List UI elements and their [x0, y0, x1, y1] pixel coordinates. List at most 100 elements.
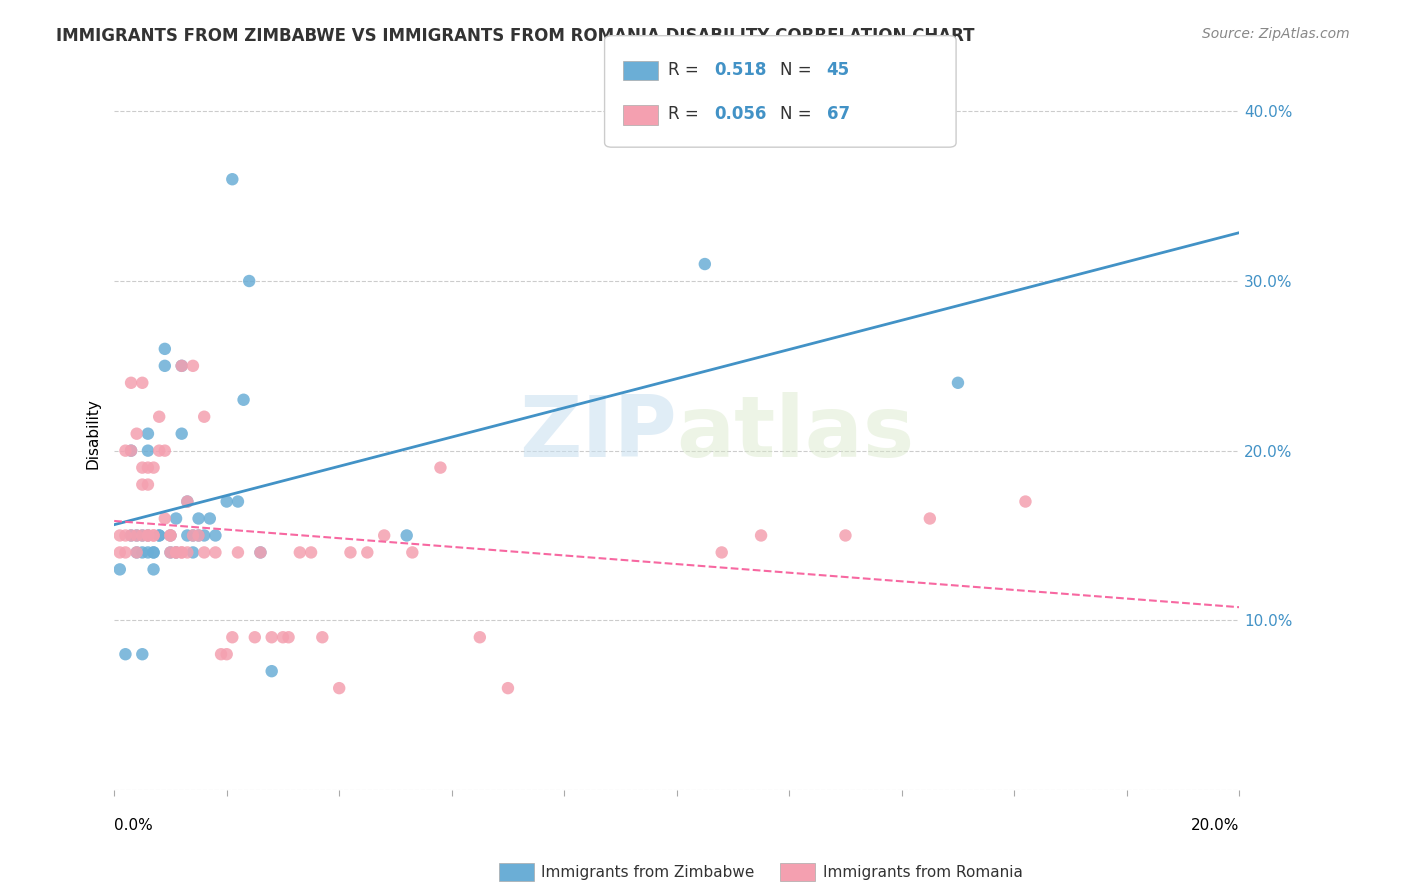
Point — [339, 545, 361, 559]
Point — [198, 511, 221, 525]
Point — [153, 443, 176, 458]
Point — [125, 528, 148, 542]
Point — [125, 528, 148, 542]
Point — [131, 545, 153, 559]
Y-axis label: Disability: Disability — [86, 398, 100, 469]
Point — [181, 359, 204, 373]
Point — [120, 443, 142, 458]
Point — [243, 630, 266, 644]
Point — [288, 545, 311, 559]
Point — [170, 545, 193, 559]
Point — [114, 647, 136, 661]
Point — [131, 477, 153, 491]
Text: 20.0%: 20.0% — [1191, 819, 1239, 833]
Point — [176, 528, 198, 542]
Point — [108, 528, 131, 542]
Point — [232, 392, 254, 407]
Text: atlas: atlas — [676, 392, 915, 475]
Point — [131, 528, 153, 542]
Point — [176, 494, 198, 508]
Point — [159, 528, 181, 542]
Point — [749, 528, 772, 542]
Point — [165, 545, 187, 559]
Point — [834, 528, 856, 542]
Point — [215, 647, 238, 661]
Point — [311, 630, 333, 644]
Point — [221, 172, 243, 186]
Text: N =: N = — [780, 62, 817, 79]
Point — [187, 511, 209, 525]
Text: 45: 45 — [827, 62, 849, 79]
Point — [170, 426, 193, 441]
Point — [176, 494, 198, 508]
Point — [187, 528, 209, 542]
Text: 67: 67 — [827, 105, 849, 123]
Point — [249, 545, 271, 559]
Point — [142, 545, 165, 559]
Point — [249, 545, 271, 559]
Point — [204, 545, 226, 559]
Point — [193, 545, 215, 559]
Point — [226, 545, 249, 559]
Point — [170, 545, 193, 559]
Point — [131, 376, 153, 390]
Point — [136, 426, 159, 441]
Point — [170, 359, 193, 373]
Point — [238, 274, 260, 288]
Point — [401, 545, 423, 559]
Point — [204, 528, 226, 542]
Point — [136, 528, 159, 542]
Point — [918, 511, 941, 525]
Point — [120, 376, 142, 390]
Point — [710, 545, 733, 559]
Point — [181, 528, 204, 542]
Point — [120, 443, 142, 458]
Text: 0.0%: 0.0% — [114, 819, 153, 833]
Point — [176, 545, 198, 559]
Point — [153, 359, 176, 373]
Point — [193, 528, 215, 542]
Point — [209, 647, 232, 661]
Point — [114, 528, 136, 542]
Text: 0.056: 0.056 — [714, 105, 766, 123]
Point — [328, 681, 350, 695]
Text: N =: N = — [780, 105, 817, 123]
Text: Source: ZipAtlas.com: Source: ZipAtlas.com — [1202, 27, 1350, 41]
Point — [142, 528, 165, 542]
Point — [136, 443, 159, 458]
Text: R =: R = — [668, 105, 704, 123]
Point — [142, 562, 165, 576]
Point — [131, 647, 153, 661]
Point — [693, 257, 716, 271]
Point — [356, 545, 378, 559]
Point — [136, 477, 159, 491]
Point — [108, 545, 131, 559]
Point — [187, 528, 209, 542]
Point — [159, 528, 181, 542]
Point — [165, 545, 187, 559]
Point — [260, 630, 283, 644]
Point — [142, 528, 165, 542]
Point — [148, 528, 170, 542]
Point — [136, 528, 159, 542]
Point — [148, 409, 170, 424]
Point — [136, 460, 159, 475]
Text: 0.518: 0.518 — [714, 62, 766, 79]
Point — [148, 443, 170, 458]
Point — [496, 681, 519, 695]
Point — [946, 376, 969, 390]
Point — [120, 528, 142, 542]
Point — [373, 528, 395, 542]
Point — [159, 545, 181, 559]
Point — [181, 545, 204, 559]
Point — [136, 528, 159, 542]
Text: Immigrants from Romania: Immigrants from Romania — [823, 865, 1022, 880]
Point — [260, 664, 283, 678]
Point — [181, 528, 204, 542]
Point — [277, 630, 299, 644]
Point — [159, 545, 181, 559]
Point — [226, 494, 249, 508]
Point — [165, 545, 187, 559]
Point — [153, 342, 176, 356]
Point — [159, 528, 181, 542]
